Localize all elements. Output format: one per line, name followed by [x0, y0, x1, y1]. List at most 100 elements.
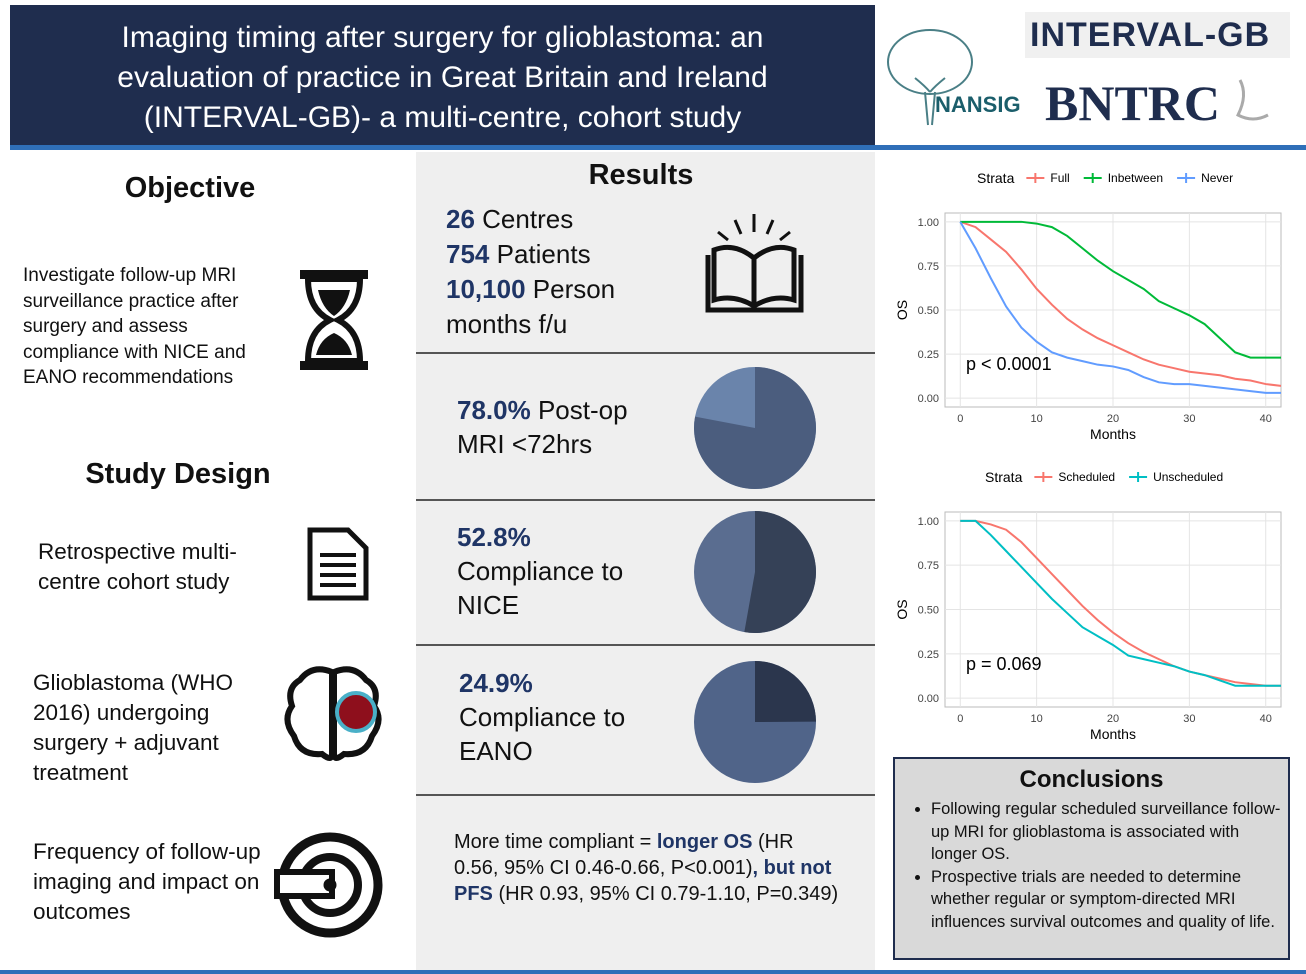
title-line: Imaging timing after surgery for gliobla… — [121, 21, 764, 54]
header-title: Imaging timing after surgery for gliobla… — [10, 18, 875, 138]
y-tick-label: 0.25 — [918, 649, 939, 661]
stat-value: 26 — [446, 204, 475, 234]
finding: More time compliant = longer OS (HR 0.56… — [454, 829, 839, 907]
pie-slice — [755, 661, 816, 722]
legend-title: Strata — [985, 469, 1023, 485]
survival-curve — [960, 220, 1281, 359]
conclusion: Following regular scheduled surveillance… — [931, 798, 1288, 866]
book-icon — [705, 214, 804, 313]
finding-emphasis: , but not PFS — [454, 857, 832, 905]
y-tick-label: 0.75 — [918, 261, 939, 273]
stats: 26 Centres 754 Patients 10,100 Person mo… — [446, 202, 651, 342]
stat-label: Patients — [496, 239, 591, 269]
logo-nansig: NANSIG — [935, 92, 1021, 117]
pie-value-label: 78.0% — [457, 395, 531, 425]
y-tick-label: 0.25 — [918, 349, 939, 361]
results-heading: Results — [588, 159, 694, 191]
legend-title: Strata — [977, 170, 1015, 186]
x-axis-label: Months — [1090, 426, 1136, 442]
x-tick-label: 20 — [1107, 413, 1119, 425]
y-tick-label: 0.75 — [918, 560, 939, 572]
dividers — [416, 352, 875, 796]
title-line: evaluation of practice in Great Britain … — [117, 61, 768, 94]
y-tick-label: 1.00 — [918, 217, 939, 229]
design-item: Glioblastoma (WHO 2016) undergoing surge… — [33, 670, 234, 785]
pie-text: 24.9% Compliance to EANO — [459, 666, 659, 768]
brain-icon — [284, 666, 382, 761]
x-tick-label: 40 — [1260, 713, 1272, 725]
x-tick-label: 30 — [1183, 713, 1195, 725]
hourglass-icon — [300, 270, 368, 370]
y-tick-label: 0.50 — [918, 605, 939, 617]
pie-value-label: 52.8% — [457, 522, 531, 552]
y-tick-label: 0.50 — [918, 305, 939, 317]
logo-bg — [1025, 12, 1290, 58]
mri-icon — [274, 832, 383, 938]
tree-logo — [887, 29, 973, 126]
survival-curve — [959, 221, 1281, 394]
stat: 754 Patients — [446, 237, 651, 272]
x-axis-label: Months — [1090, 726, 1136, 742]
x-tick-label: 30 — [1183, 413, 1195, 425]
finding-emphasis: longer OS — [656, 831, 753, 853]
survival-curve — [960, 519, 1281, 687]
x-tick-label: 40 — [1260, 413, 1272, 425]
annotation: p < 0.0001 — [966, 354, 1052, 374]
legend-label: Never — [1201, 171, 1233, 185]
charts: 0.00 0.25 0.50 0.75 1.00 0 10 20 30 40 Months OS p <… — [894, 170, 1282, 742]
x-tick-label: 0 — [957, 413, 963, 425]
conclusions-box: Conclusions Following regular scheduled … — [893, 757, 1290, 960]
header-bar — [10, 5, 875, 145]
conclusion: Prospective trials are needed to determi… — [931, 866, 1288, 934]
pie-label: Compliance to NICE — [457, 556, 624, 620]
finding-text: (HR 0.93, 95% CI 0.79-1.10, P=0.349) — [492, 883, 839, 905]
pies — [694, 367, 817, 783]
objective-heading: Objective — [124, 172, 256, 204]
finding-text: (HR 0.56, 95% CI 0.46-0.66, P<0.001) — [454, 831, 794, 879]
design-heading: Study Design — [85, 458, 271, 490]
x-tick-label: 10 — [1031, 713, 1043, 725]
x-tick-label: 20 — [1107, 713, 1119, 725]
survival-curve — [960, 519, 1281, 687]
x-tick-label: 10 — [1031, 413, 1043, 425]
logo-interval: INTERVAL-GB — [1030, 16, 1271, 54]
legend-label: Scheduled — [1058, 470, 1115, 484]
conclusions-list: Following regular scheduled surveillance… — [895, 798, 1288, 933]
y-tick-label: 1.00 — [918, 516, 939, 528]
y-tick-label: 0.00 — [918, 393, 939, 405]
stat: 26 Centres — [446, 202, 651, 237]
stat-value: 754 — [446, 239, 490, 269]
legend-label: Unscheduled — [1153, 470, 1223, 484]
stat-label: Person months f/u — [446, 274, 616, 339]
pie-label: Post-op MRI <72hrs — [457, 395, 628, 459]
design-item: Frequency of follow-up imaging and impac… — [33, 839, 261, 924]
y-axis-label: OS — [894, 300, 910, 320]
pie-label: Compliance to EANO — [459, 702, 626, 766]
pie-slice — [744, 511, 817, 633]
stat: 10,100 Person months f/u — [446, 272, 651, 342]
x-tick-label: 0 — [957, 713, 963, 725]
pie-text: 52.8% Compliance to NICE — [457, 520, 657, 622]
header-rule — [10, 145, 1306, 150]
y-tick-label: 0.00 — [918, 693, 939, 705]
finding-text: More time compliant = — [454, 831, 657, 853]
stat-label: Centres — [482, 204, 574, 234]
legend-label: Full — [1050, 171, 1069, 185]
pie-value-label: 24.9% — [459, 668, 533, 698]
pie-text: 78.0% Post-op MRI <72hrs — [457, 393, 657, 461]
logo-bntrc: BNTRC — [1045, 75, 1221, 131]
document-icon — [307, 527, 369, 601]
y-axis-label: OS — [894, 599, 910, 619]
pie-slice — [694, 367, 816, 489]
bntrc-mark — [1236, 79, 1269, 121]
legend-label: Inbetween — [1108, 171, 1163, 185]
title-line: (INTERVAL-GB)- a multi-centre, cohort st… — [143, 101, 742, 134]
conclusions-heading: Conclusions — [1019, 766, 1164, 793]
objective-text: Investigate follow-up MRI surveillance p… — [23, 265, 246, 388]
survival-curve — [959, 220, 1282, 387]
annotation: p = 0.069 — [966, 654, 1042, 674]
design-item: Retrospective multi-centre cohort study — [38, 539, 237, 594]
stat-value: 10,100 — [446, 274, 526, 304]
